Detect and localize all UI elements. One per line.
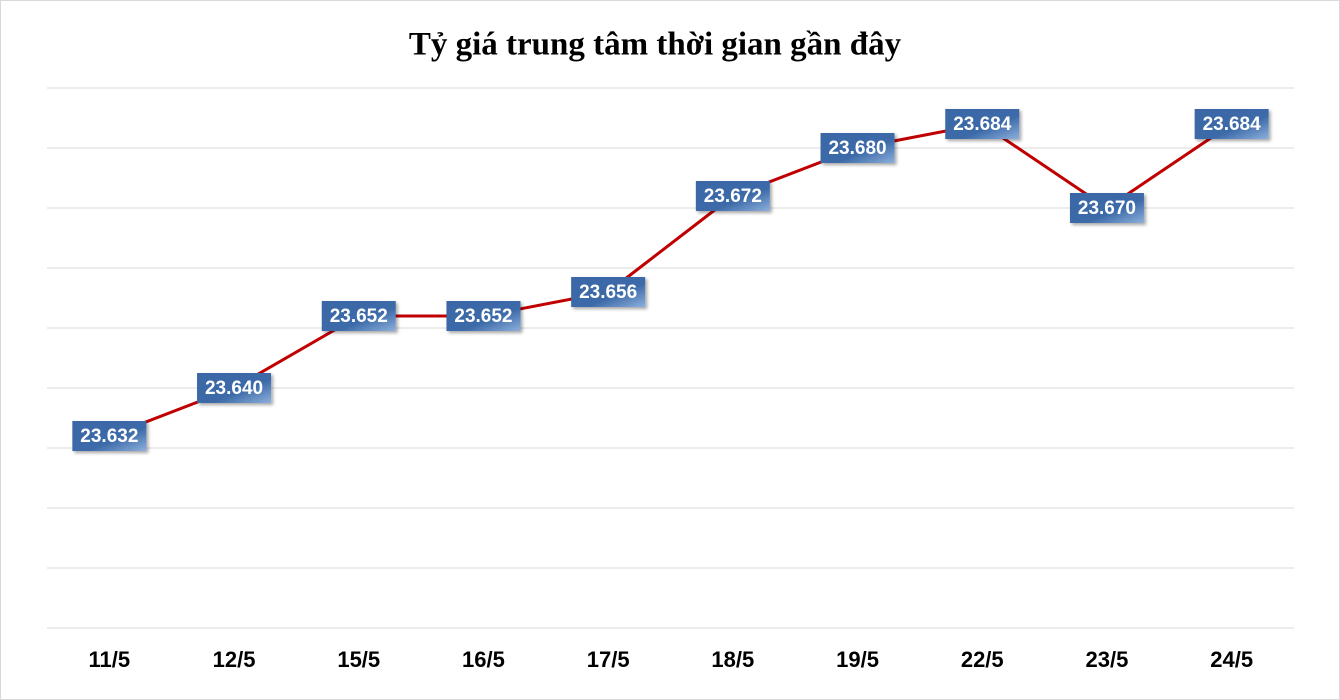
x-tick-label: 11/5	[89, 647, 131, 672]
x-tick-label: 16/5	[462, 647, 505, 672]
value-label: 23.672	[704, 186, 762, 207]
value-label-box	[695, 181, 770, 211]
value-label-box	[321, 301, 396, 331]
value-label: 23.680	[828, 138, 886, 159]
x-tick-label: 17/5	[587, 647, 630, 672]
value-label: 23.684	[1203, 114, 1262, 135]
value-label: 23.684	[953, 114, 1012, 135]
value-label-box	[945, 109, 1020, 139]
x-tick-label: 18/5	[711, 647, 754, 672]
value-label: 23.640	[205, 378, 263, 399]
data-line	[108, 122, 1233, 438]
value-label-box	[72, 421, 147, 451]
x-tick-label: 15/5	[337, 647, 380, 672]
value-label-box	[820, 133, 895, 163]
x-tick-label: 23/5	[1086, 647, 1129, 672]
value-label: 23.670	[1078, 198, 1136, 219]
value-label: 23.656	[579, 282, 637, 303]
x-tick-label: 19/5	[836, 647, 879, 672]
x-tick-label: 12/5	[213, 647, 256, 672]
value-label: 23.652	[454, 306, 512, 327]
chart-title: Tỷ giá trung tâm thời gian gần đây	[409, 27, 902, 63]
value-label: 23.652	[330, 306, 388, 327]
x-tick-label: 22/5	[961, 647, 1004, 672]
value-label-box	[446, 301, 521, 331]
value-label: 23.632	[80, 426, 138, 447]
x-tick-label: 24/5	[1210, 647, 1253, 672]
value-label-box	[1194, 109, 1269, 139]
value-label-box	[571, 277, 646, 307]
value-label-box	[1069, 193, 1144, 223]
value-label-box	[197, 373, 272, 403]
